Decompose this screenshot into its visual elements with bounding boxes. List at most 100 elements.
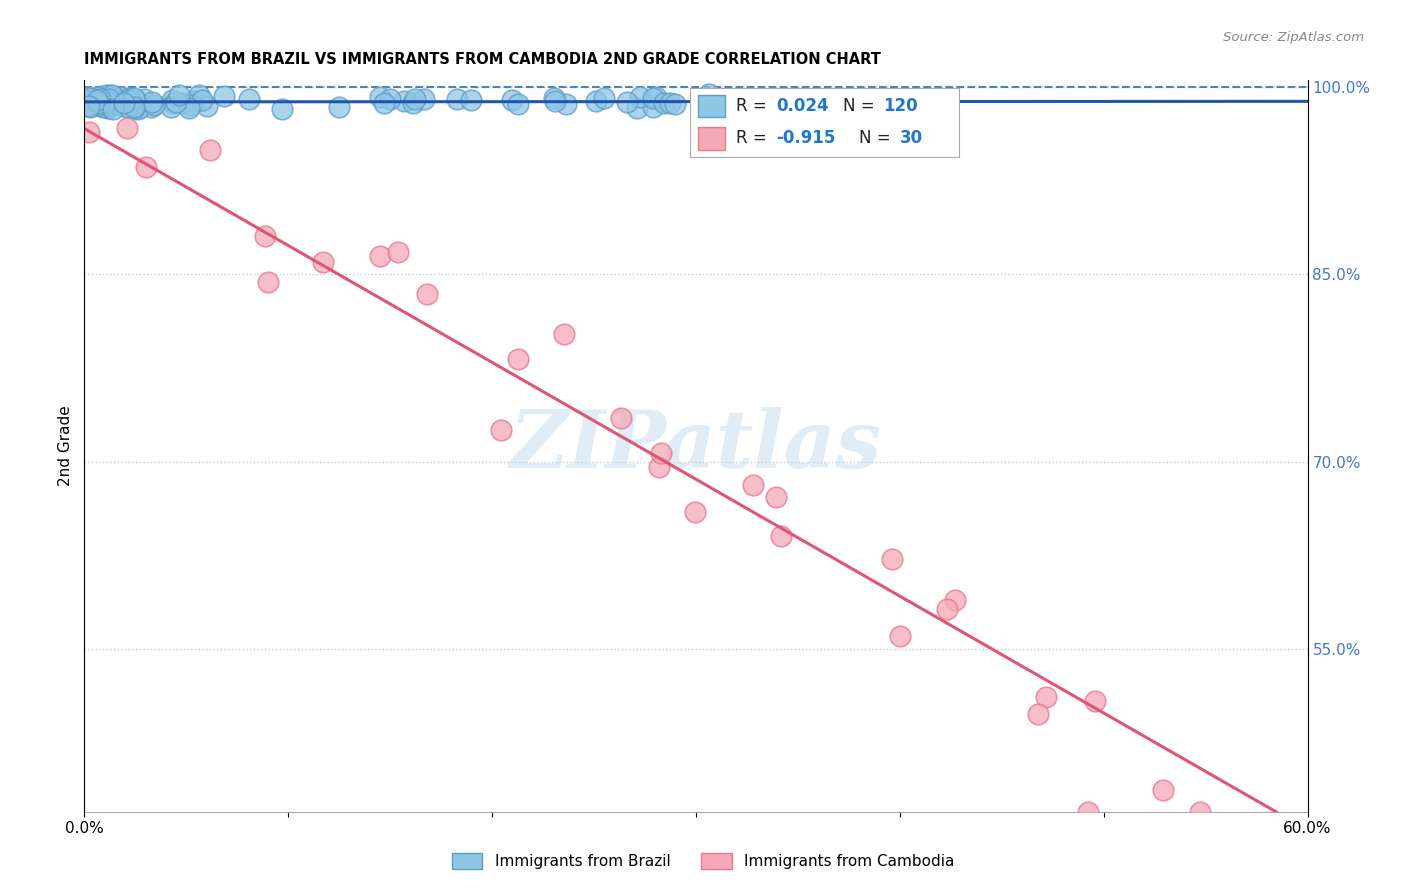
Point — [172, 95, 194, 110]
Point — [370, 90, 392, 104]
Point — [100, 91, 122, 105]
Point — [87, 90, 110, 104]
Point — [98, 88, 121, 103]
Point — [76, 94, 98, 108]
Point — [626, 102, 648, 116]
Point — [270, 102, 292, 116]
Point — [180, 97, 202, 112]
Point — [83, 92, 105, 106]
Point — [404, 92, 426, 106]
Point — [97, 102, 120, 116]
Point — [880, 552, 903, 566]
Point — [87, 96, 110, 111]
Point — [195, 98, 218, 112]
Point — [100, 88, 122, 103]
Point — [122, 91, 145, 105]
Point — [122, 100, 145, 114]
Point — [392, 94, 415, 108]
Point — [741, 477, 763, 491]
Point — [90, 96, 112, 111]
Point — [79, 99, 101, 113]
Point — [1152, 782, 1174, 797]
Point — [76, 96, 98, 111]
Point — [641, 100, 664, 114]
Point — [83, 95, 105, 109]
Point — [110, 90, 132, 104]
Point — [132, 92, 155, 106]
Point — [1189, 805, 1212, 819]
Point — [491, 423, 513, 437]
Point — [412, 92, 434, 106]
Point — [104, 97, 127, 112]
Point — [659, 96, 682, 111]
Point — [96, 95, 118, 110]
Point — [103, 102, 125, 116]
Point — [387, 245, 409, 260]
Point — [402, 95, 425, 110]
Point — [96, 96, 118, 111]
Text: Source: ZipAtlas.com: Source: ZipAtlas.com — [1223, 31, 1364, 45]
Point — [616, 95, 638, 110]
Point — [654, 95, 676, 110]
Point — [82, 96, 104, 111]
Point — [585, 94, 607, 108]
Point — [73, 92, 96, 106]
Y-axis label: 2nd Grade: 2nd Grade — [58, 406, 73, 486]
Point — [1026, 706, 1049, 721]
Point — [86, 95, 108, 109]
Point — [328, 99, 350, 113]
Point — [165, 95, 187, 110]
Point — [257, 275, 280, 289]
Point — [107, 92, 129, 106]
Point — [89, 92, 111, 106]
Point — [120, 97, 142, 112]
Point — [100, 98, 122, 112]
Point — [142, 97, 165, 112]
Legend: Immigrants from Brazil, Immigrants from Cambodia: Immigrants from Brazil, Immigrants from … — [446, 847, 960, 875]
Point — [544, 94, 567, 108]
Point — [501, 94, 523, 108]
Point — [103, 92, 125, 106]
Point — [118, 91, 141, 105]
Point — [96, 95, 118, 110]
Point — [506, 96, 529, 111]
Point — [96, 87, 118, 102]
Point — [124, 94, 146, 108]
Point — [96, 95, 118, 109]
Point — [93, 100, 115, 114]
Point — [370, 250, 392, 264]
Point — [508, 351, 530, 366]
Point — [446, 92, 468, 106]
Point — [117, 120, 139, 135]
Point — [162, 96, 184, 111]
Point — [79, 91, 101, 105]
Point — [82, 97, 104, 112]
Point — [889, 629, 911, 643]
Point — [75, 97, 97, 112]
Point — [553, 327, 575, 342]
Point — [238, 92, 260, 106]
Point — [98, 94, 121, 108]
Point — [86, 93, 108, 107]
Point — [183, 94, 205, 108]
Point — [75, 93, 97, 107]
Point — [105, 97, 128, 112]
Point — [706, 94, 728, 108]
Point — [98, 94, 121, 108]
Point — [84, 95, 107, 110]
Point — [378, 92, 401, 106]
Point — [97, 94, 120, 108]
Point — [129, 100, 152, 114]
Point — [141, 95, 163, 109]
Point — [90, 94, 112, 108]
Point — [460, 93, 482, 107]
Point — [683, 505, 706, 519]
Point — [312, 255, 335, 269]
Point — [1084, 694, 1107, 708]
Point — [162, 93, 184, 107]
Point — [1077, 805, 1099, 819]
Point — [373, 95, 395, 110]
Point — [76, 93, 98, 107]
Point — [555, 97, 578, 112]
Point — [593, 91, 616, 105]
